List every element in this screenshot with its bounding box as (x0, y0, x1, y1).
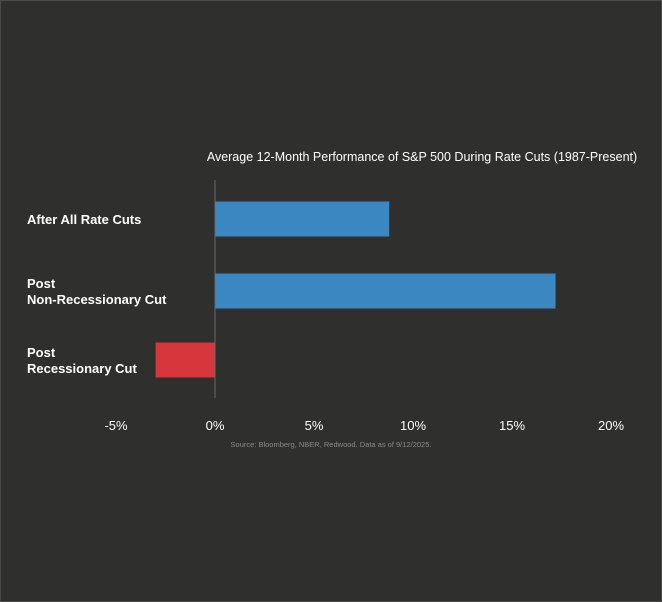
bar-1 (215, 273, 556, 309)
category-label-2-0: Post (27, 345, 56, 360)
category-label-0-0: After All Rate Cuts (27, 212, 141, 227)
chart-title: Average 12-Month Performance of S&P 500 … (207, 150, 637, 164)
x-tick-label-5: 20% (598, 418, 624, 433)
category-label-1-0: Post (27, 276, 56, 291)
category-label-2-1: Recessionary Cut (27, 361, 137, 376)
source-note: Source: Bloomberg, NBER, Redwood. Data a… (231, 440, 432, 449)
bar-0 (215, 201, 390, 237)
x-tick-label-2: 5% (305, 418, 324, 433)
x-tick-label-0: -5% (104, 418, 128, 433)
bar-2 (155, 342, 215, 378)
x-tick-label-1: 0% (206, 418, 225, 433)
category-label-1-1: Non-Recessionary Cut (27, 292, 167, 307)
x-tick-label-3: 10% (400, 418, 426, 433)
x-tick-label-4: 15% (499, 418, 525, 433)
